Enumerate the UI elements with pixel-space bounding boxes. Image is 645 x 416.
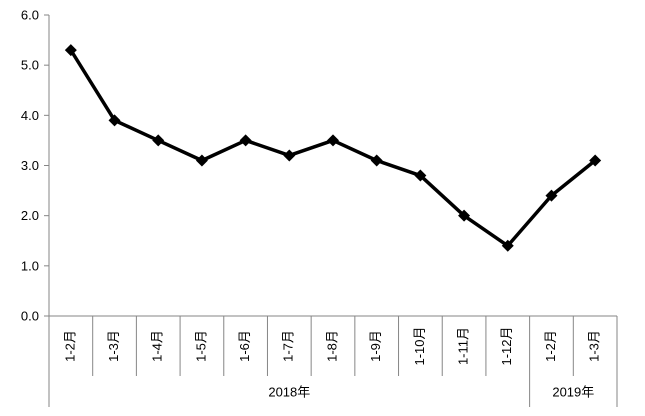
x-category-label: 1-8月: [324, 330, 339, 362]
plot-area: [64, 44, 602, 252]
x-category-label: 1-5月: [193, 330, 208, 362]
data-point-marker: [64, 44, 77, 57]
x-axis-groups: 2018年 2019年: [268, 376, 618, 407]
x-category-label: 1-10月: [412, 326, 427, 365]
data-point-marker: [501, 239, 514, 252]
x-group-label: 2019年: [552, 385, 594, 400]
y-tick-label: 4.0: [21, 108, 39, 123]
x-category-label: 1-9月: [368, 330, 383, 362]
y-tick-label: 5.0: [21, 58, 39, 73]
data-point-marker: [458, 209, 471, 222]
data-point-marker: [545, 189, 558, 202]
series-line: [69, 49, 597, 248]
y-tick-label: 6.0: [21, 8, 39, 23]
data-point-marker: [414, 169, 427, 182]
data-point-marker: [195, 154, 208, 167]
x-category-label: 1-2月: [62, 330, 77, 362]
data-point-marker: [152, 134, 165, 147]
x-axis-categories: 1-2月 1-3月 1-4月 1-5月 1-6月 1-7月 1-8月 1-9月 1-10月 1-1…: [48, 316, 618, 376]
x-category-label: 1-3月: [106, 330, 121, 362]
y-tick-label: 3.0: [21, 158, 39, 173]
x-category-label: 1-3月: [587, 330, 602, 362]
x-category-label: 1-6月: [237, 330, 252, 362]
x-category-label: 1-7月: [281, 330, 296, 362]
x-group-label: 2018年: [268, 385, 310, 400]
y-tick-label: 0.0: [21, 309, 39, 324]
data-point-marker: [108, 114, 121, 127]
data-point-marker: [239, 134, 252, 147]
y-tick-label: 2.0: [21, 208, 39, 223]
data-point-marker: [327, 134, 339, 147]
x-category-label: 1-4月: [150, 330, 165, 362]
y-tick-label: 1.0: [21, 258, 39, 273]
x-category-label: 1-2月: [543, 330, 558, 362]
data-point-marker: [589, 154, 602, 167]
data-point-marker: [370, 154, 383, 167]
x-category-label: 1-12月: [499, 326, 514, 365]
data-point-marker: [283, 149, 296, 162]
x-category-label: 1-11月: [456, 327, 471, 365]
y-axis-ticks: 0.0 1.0 2.0 3.0 4.0 5.0 6.0: [21, 8, 49, 324]
